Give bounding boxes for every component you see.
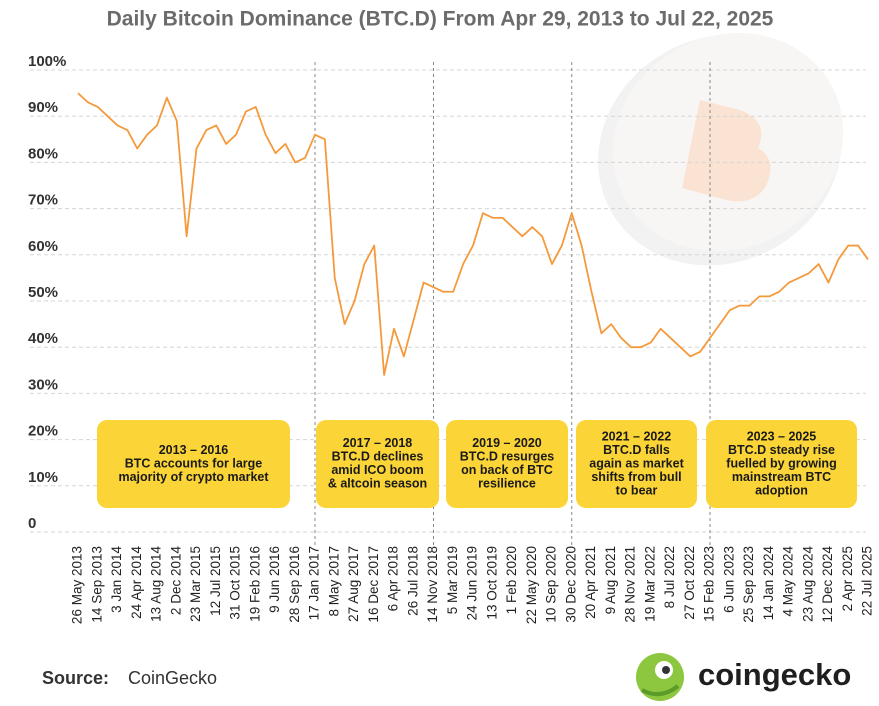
data-line xyxy=(77,92,869,376)
annotation-text: BTC.D declines xyxy=(332,450,424,464)
annotation-box xyxy=(97,420,290,508)
annotation-text: & altcoin season xyxy=(328,477,427,491)
x-tick-label: 2 Apr 2025 xyxy=(840,546,855,611)
annotation-period: 2017 – 2018 xyxy=(343,436,413,450)
y-tick-label: 30% xyxy=(28,376,58,393)
annotation-text: to bear xyxy=(616,483,658,497)
coin-decoration xyxy=(598,32,844,266)
x-tick-label: 15 Feb 2023 xyxy=(702,546,717,622)
annotation-text: majority of crypto market xyxy=(118,470,269,484)
annotation-text: resilience xyxy=(478,477,536,491)
x-tick-label: 14 Sep 2013 xyxy=(89,546,104,623)
x-tick-label: 28 Nov 2021 xyxy=(623,546,638,623)
x-tick-label: 5 Mar 2019 xyxy=(445,546,460,614)
y-tick-label: 0 xyxy=(28,515,36,532)
x-tick-label: 31 Oct 2015 xyxy=(228,546,243,620)
x-tick-label: 26 Jul 2018 xyxy=(405,546,420,616)
annotation-text: BTC accounts for large xyxy=(125,456,263,470)
annotation-period: 2021 – 2022 xyxy=(602,429,672,443)
x-tick-label: 17 Jan 2017 xyxy=(307,546,322,620)
annotation-text: mainstream BTC xyxy=(732,470,831,484)
annotation-box xyxy=(576,420,697,508)
brand-name: coingecko xyxy=(698,657,851,692)
x-tick-label: 12 Dec 2024 xyxy=(820,546,835,623)
x-tick-label: 19 Mar 2022 xyxy=(642,546,657,622)
x-tick-label: 6 Jun 2023 xyxy=(721,546,736,613)
y-tick-label: 10% xyxy=(28,469,58,486)
x-tick-label: 28 Sep 2016 xyxy=(287,546,302,623)
x-tick-label: 14 Nov 2018 xyxy=(425,546,440,623)
annotation-text: again as market xyxy=(589,456,684,470)
x-tick-label: 23 Aug 2024 xyxy=(800,546,815,622)
x-tick-label: 27 Aug 2017 xyxy=(346,546,361,622)
chart-title: Daily Bitcoin Dominance (BTC.D) From Apr… xyxy=(107,8,774,31)
x-tick-label: 3 Jan 2014 xyxy=(109,546,124,613)
annotation-period: 2023 – 2025 xyxy=(747,429,817,443)
annotation-text: amid ICO boom xyxy=(331,463,423,477)
y-tick-label: 100% xyxy=(28,53,66,70)
annotation-text: shifts from bull xyxy=(591,470,681,484)
x-tick-label: 9 Jun 2016 xyxy=(267,546,282,613)
x-tick-label: 14 Jan 2024 xyxy=(761,546,776,621)
x-tick-label: 13 Aug 2014 xyxy=(149,546,164,622)
x-tick-label: 27 Oct 2022 xyxy=(682,546,697,620)
annotation-text: BTC.D resurges xyxy=(460,450,555,464)
x-tick-label: 26 May 2013 xyxy=(70,546,85,624)
x-tick-label: 20 Apr 2021 xyxy=(583,546,598,619)
y-tick-label: 70% xyxy=(28,192,58,209)
y-tick-label: 60% xyxy=(28,238,58,255)
annotation-period: 2019 – 2020 xyxy=(472,436,542,450)
annotation-period: 2013 – 2016 xyxy=(159,443,229,457)
x-tick-label: 19 Feb 2016 xyxy=(247,546,262,622)
x-tick-label: 23 Mar 2015 xyxy=(188,546,203,622)
annotation-box xyxy=(446,420,568,508)
brand-logo xyxy=(636,653,684,701)
annotation-text: BTC.D falls xyxy=(603,443,670,457)
x-tick-label: 30 Dec 2020 xyxy=(563,546,578,623)
x-tick-label: 4 May 2024 xyxy=(781,546,796,617)
x-tick-label: 25 Sep 2023 xyxy=(741,546,756,623)
y-tick-label: 40% xyxy=(28,330,58,347)
annotation-box xyxy=(706,420,857,508)
source-label: Source: xyxy=(42,668,109,688)
x-tick-label: 13 Oct 2019 xyxy=(484,546,499,620)
x-tick-label: 12 Jul 2015 xyxy=(208,546,223,616)
y-tick-label: 50% xyxy=(28,284,58,301)
y-tick-label: 20% xyxy=(28,423,58,440)
x-tick-label: 16 Dec 2017 xyxy=(366,546,381,623)
y-tick-label: 90% xyxy=(28,99,58,116)
x-tick-label: 24 Apr 2014 xyxy=(129,546,144,619)
x-tick-label: 1 Feb 2020 xyxy=(504,546,519,614)
source-name: CoinGecko xyxy=(128,668,217,688)
annotation-text: BTC.D steady rise xyxy=(728,443,835,457)
x-tick-label: 8 May 2017 xyxy=(326,546,341,617)
x-tick-label: 9 Aug 2021 xyxy=(603,546,618,614)
x-tick-label: 22 Jul 2025 xyxy=(860,546,875,616)
annotation-text: fuelled by growing xyxy=(726,456,836,470)
annotation-text: on back of BTC xyxy=(461,463,553,477)
x-tick-label: 10 Sep 2020 xyxy=(544,546,559,623)
x-tick-label: 6 Apr 2018 xyxy=(386,546,401,611)
x-tick-label: 8 Jul 2022 xyxy=(662,546,677,608)
annotation-text: adoption xyxy=(755,483,808,497)
y-tick-label: 80% xyxy=(28,145,58,162)
x-tick-label: 24 Jun 2019 xyxy=(465,546,480,620)
annotation-box xyxy=(316,420,439,508)
x-tick-label: 2 Dec 2014 xyxy=(168,546,183,616)
x-tick-label: 22 May 2020 xyxy=(524,546,539,624)
